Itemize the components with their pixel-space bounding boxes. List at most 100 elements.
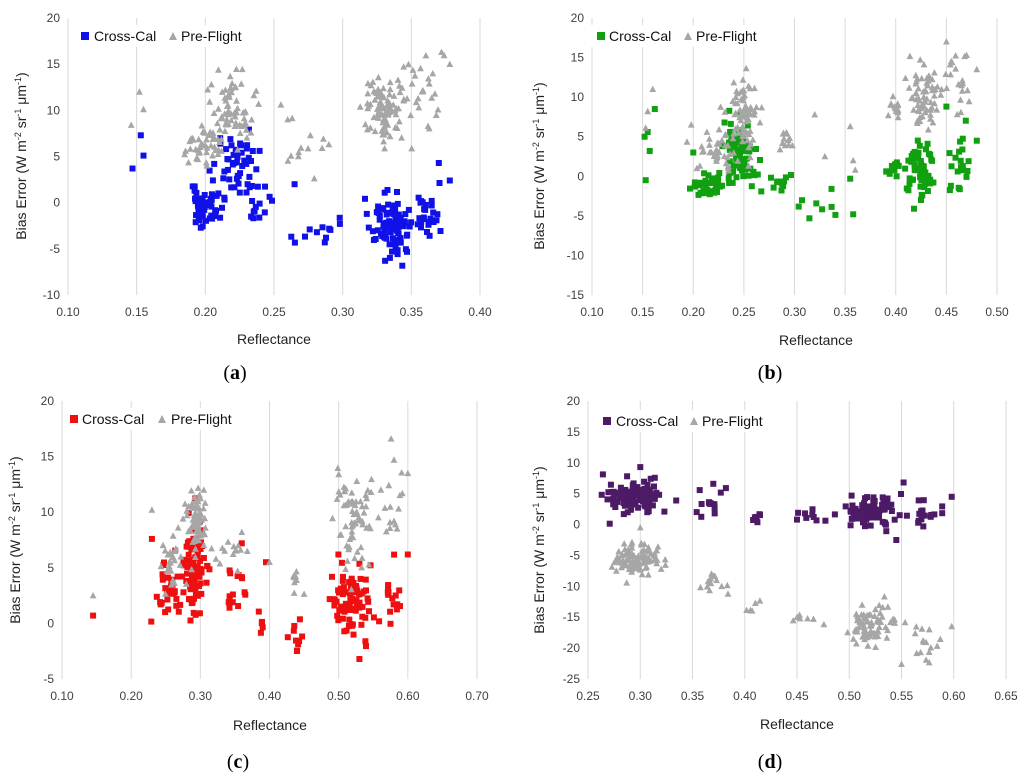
- data-point-pre-flight: [412, 98, 420, 106]
- data-point-pre-flight: [342, 522, 350, 530]
- data-point-cross-cal: [347, 607, 354, 613]
- data-point-cross-cal: [153, 593, 160, 600]
- data-point-cross-cal: [195, 214, 202, 220]
- data-point-pre-flight: [860, 623, 868, 631]
- data-point-pre-flight: [415, 104, 423, 111]
- data-point-pre-flight: [342, 565, 349, 572]
- data-point-cross-cal: [610, 501, 617, 508]
- data-point-pre-flight: [936, 635, 944, 642]
- data-point-cross-cal: [229, 591, 236, 598]
- data-point-cross-cal: [809, 506, 816, 513]
- data-point-cross-cal: [952, 154, 959, 161]
- data-point-pre-flight: [386, 503, 394, 510]
- data-point-cross-cal: [698, 501, 705, 507]
- x-axis-label: Reflectance: [760, 716, 834, 732]
- data-point-pre-flight: [407, 111, 415, 119]
- data-point-pre-flight: [185, 159, 192, 166]
- data-point-cross-cal: [351, 589, 358, 596]
- data-point-cross-cal: [748, 183, 755, 190]
- data-point-pre-flight: [392, 110, 400, 118]
- data-point-pre-flight: [925, 626, 933, 633]
- data-point-cross-cal: [928, 156, 935, 163]
- data-point-cross-cal: [606, 520, 613, 527]
- data-point-pre-flight: [732, 93, 740, 100]
- data-point-pre-flight: [853, 640, 860, 647]
- data-point-cross-cal: [370, 237, 377, 243]
- markers: [89, 435, 412, 662]
- data-point-pre-flight: [166, 548, 174, 555]
- data-point-pre-flight: [714, 139, 722, 146]
- data-point-cross-cal: [356, 591, 363, 598]
- data-point-cross-cal: [189, 572, 195, 579]
- data-point-cross-cal: [770, 184, 777, 191]
- data-point-pre-flight: [650, 556, 658, 563]
- data-point-pre-flight: [709, 572, 717, 579]
- data-point-pre-flight: [379, 131, 387, 138]
- data-point-pre-flight: [196, 491, 203, 498]
- data-point-cross-cal: [624, 509, 631, 516]
- data-point-cross-cal: [258, 620, 265, 627]
- data-point-cross-cal: [415, 194, 422, 201]
- data-point-cross-cal: [863, 504, 870, 511]
- data-point-cross-cal: [394, 247, 401, 254]
- data-point-pre-flight: [916, 113, 924, 120]
- grid-lines: [61, 401, 478, 679]
- data-point-cross-cal: [618, 492, 625, 499]
- data-point-pre-flight: [810, 615, 817, 622]
- data-point-cross-cal: [385, 201, 392, 208]
- data-point-pre-flight: [374, 93, 381, 100]
- data-point-pre-flight: [333, 495, 341, 502]
- data-point-pre-flight: [713, 576, 720, 584]
- data-point-cross-cal: [884, 502, 891, 509]
- data-point-pre-flight: [725, 167, 732, 174]
- data-point-cross-cal: [196, 195, 203, 202]
- data-point-cross-cal: [629, 485, 636, 492]
- data-point-pre-flight: [747, 110, 754, 118]
- data-point-cross-cal: [293, 637, 299, 644]
- data-point-cross-cal: [387, 228, 394, 235]
- data-point-cross-cal: [802, 510, 808, 517]
- data-point-pre-flight: [295, 152, 302, 160]
- data-point-pre-flight: [959, 77, 966, 84]
- data-point-pre-flight: [168, 581, 175, 588]
- y-ticks: -5 0 5 10 15 20: [41, 394, 55, 686]
- data-point-pre-flight: [183, 507, 191, 514]
- data-point-cross-cal: [212, 211, 219, 218]
- data-point-cross-cal: [226, 604, 233, 611]
- data-point-pre-flight: [921, 97, 929, 104]
- data-point-pre-flight: [172, 545, 180, 552]
- data-point-pre-flight: [446, 60, 454, 67]
- data-point-pre-flight: [915, 85, 922, 92]
- data-point-cross-cal: [201, 192, 208, 198]
- data-point-pre-flight: [320, 135, 327, 142]
- data-point-pre-flight: [948, 622, 956, 630]
- data-point-pre-flight: [731, 125, 739, 132]
- data-point-pre-flight: [898, 660, 905, 667]
- data-point-cross-cal: [701, 170, 708, 177]
- data-point-cross-cal: [221, 168, 228, 175]
- data-point-pre-flight: [730, 79, 738, 86]
- data-point-pre-flight: [432, 111, 440, 118]
- data-point-cross-cal: [383, 211, 390, 218]
- data-point-pre-flight: [226, 72, 234, 80]
- data-point-pre-flight: [703, 128, 711, 135]
- data-point-cross-cal: [185, 580, 192, 587]
- data-point-pre-flight: [746, 84, 754, 92]
- data-point-cross-cal: [251, 207, 258, 214]
- data-point-pre-flight: [203, 136, 210, 143]
- data-point-pre-flight: [645, 548, 653, 555]
- y-tick-label: -20: [563, 641, 581, 655]
- data-point-pre-flight: [218, 88, 226, 95]
- data-point-pre-flight: [718, 582, 726, 590]
- x-axis-label: Reflectance: [779, 332, 853, 348]
- data-point-pre-flight: [884, 111, 892, 119]
- data-point-cross-cal: [227, 136, 234, 143]
- data-point-pre-flight: [952, 65, 960, 72]
- data-point-pre-flight: [408, 145, 416, 152]
- data-point-cross-cal: [708, 188, 715, 195]
- y-tick-label: 0: [573, 518, 580, 532]
- data-point-cross-cal: [740, 173, 747, 180]
- data-point-pre-flight: [386, 78, 394, 86]
- data-point-cross-cal: [129, 165, 136, 172]
